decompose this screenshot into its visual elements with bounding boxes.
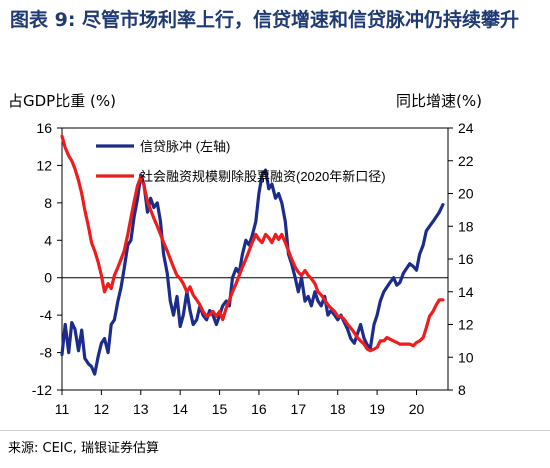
x-tick-label: 14 — [172, 401, 188, 417]
x-tick-label: 17 — [291, 401, 307, 417]
left-tick-label: 16 — [36, 120, 52, 136]
legend-label: 信贷脉冲 (左轴) — [140, 139, 230, 154]
right-tick-label: 8 — [458, 382, 466, 398]
right-axis-label: 同比增速(%) — [396, 92, 482, 110]
x-tick-label: 16 — [251, 401, 267, 417]
x-tick-label: 11 — [55, 401, 70, 417]
x-tick-label: 20 — [409, 401, 425, 417]
x-tick-label: 12 — [94, 401, 110, 417]
right-tick-label: 18 — [458, 218, 474, 234]
divider — [0, 430, 550, 431]
x-tick-label: 19 — [369, 401, 385, 417]
left-tick-label: -4 — [40, 307, 53, 323]
left-tick-label: 0 — [44, 270, 52, 286]
right-tick-label: 20 — [458, 186, 474, 202]
left-tick-label: 12 — [36, 157, 52, 173]
x-tick-label: 18 — [330, 401, 346, 417]
series-line-credit-impulse — [60, 168, 445, 376]
source-note: 来源: CEIC, 瑞银证券估算 — [8, 441, 159, 456]
left-tick-label: -8 — [40, 345, 53, 361]
series-line-tsf — [60, 134, 445, 353]
left-tick-label: 4 — [44, 232, 52, 248]
x-tick-label: 15 — [212, 401, 228, 417]
right-tick-label: 24 — [458, 120, 474, 136]
chart-title: 图表 9: 尽管市场利率上行，信贷增速和信贷脉冲仍持续攀升 — [10, 9, 520, 31]
right-tick-label: 10 — [458, 349, 474, 365]
right-tick-label: 16 — [458, 251, 474, 267]
x-tick-label: 13 — [133, 401, 149, 417]
right-tick-label: 22 — [458, 153, 474, 169]
chart-area: 16 12 8 4 0 -4 -8 -12 24 22 20 18 16 14 12 10 8 11 12 13 14 1… — [32, 120, 474, 417]
left-tick-label: 8 — [44, 195, 52, 211]
legend-label: 社会融资规模剔除股票融资(2020年新口径) — [140, 169, 386, 184]
left-tick-label: -12 — [32, 382, 52, 398]
right-tick-label: 12 — [458, 317, 474, 333]
right-tick-label: 14 — [458, 284, 474, 300]
left-axis-label: 占GDP比重 (%) — [8, 92, 116, 110]
